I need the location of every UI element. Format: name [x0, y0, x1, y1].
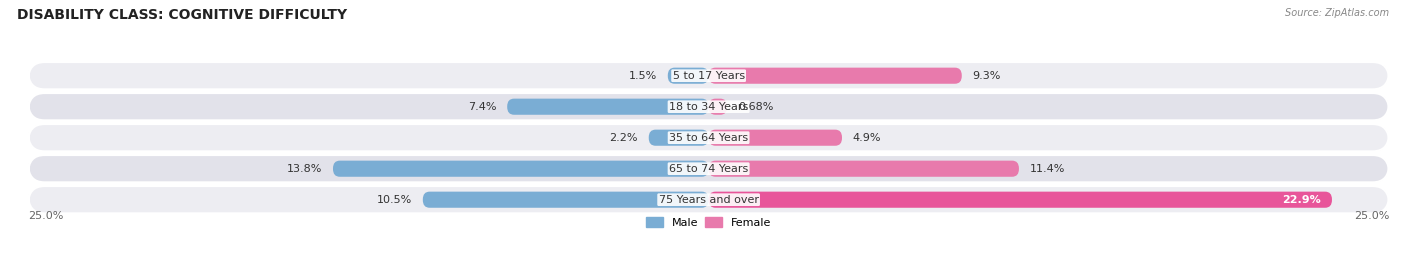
Text: 65 to 74 Years: 65 to 74 Years: [669, 164, 748, 174]
FancyBboxPatch shape: [423, 192, 709, 208]
Text: 25.0%: 25.0%: [28, 211, 63, 221]
Text: 13.8%: 13.8%: [287, 164, 322, 174]
Text: 5 to 17 Years: 5 to 17 Years: [672, 71, 745, 81]
Text: 4.9%: 4.9%: [853, 133, 882, 143]
FancyBboxPatch shape: [28, 62, 1389, 89]
FancyBboxPatch shape: [709, 68, 962, 84]
Text: 1.5%: 1.5%: [628, 71, 657, 81]
FancyBboxPatch shape: [333, 161, 709, 177]
FancyBboxPatch shape: [709, 192, 1331, 208]
Text: 25.0%: 25.0%: [1354, 211, 1389, 221]
Text: 2.2%: 2.2%: [609, 133, 638, 143]
FancyBboxPatch shape: [508, 99, 709, 115]
Text: 9.3%: 9.3%: [973, 71, 1001, 81]
Text: Source: ZipAtlas.com: Source: ZipAtlas.com: [1285, 8, 1389, 18]
FancyBboxPatch shape: [709, 130, 842, 146]
Text: 22.9%: 22.9%: [1282, 195, 1322, 205]
FancyBboxPatch shape: [28, 124, 1389, 151]
Text: 11.4%: 11.4%: [1029, 164, 1066, 174]
FancyBboxPatch shape: [709, 99, 727, 115]
FancyBboxPatch shape: [709, 161, 1019, 177]
Text: 35 to 64 Years: 35 to 64 Years: [669, 133, 748, 143]
FancyBboxPatch shape: [648, 130, 709, 146]
FancyBboxPatch shape: [668, 68, 709, 84]
FancyBboxPatch shape: [28, 186, 1389, 213]
Legend: Male, Female: Male, Female: [647, 217, 770, 228]
Text: 10.5%: 10.5%: [377, 195, 412, 205]
Text: 75 Years and over: 75 Years and over: [658, 195, 759, 205]
FancyBboxPatch shape: [28, 155, 1389, 182]
Text: 18 to 34 Years: 18 to 34 Years: [669, 102, 748, 112]
FancyBboxPatch shape: [28, 93, 1389, 120]
Text: 0.68%: 0.68%: [738, 102, 773, 112]
Text: DISABILITY CLASS: COGNITIVE DIFFICULTY: DISABILITY CLASS: COGNITIVE DIFFICULTY: [17, 8, 347, 22]
Text: 7.4%: 7.4%: [468, 102, 496, 112]
